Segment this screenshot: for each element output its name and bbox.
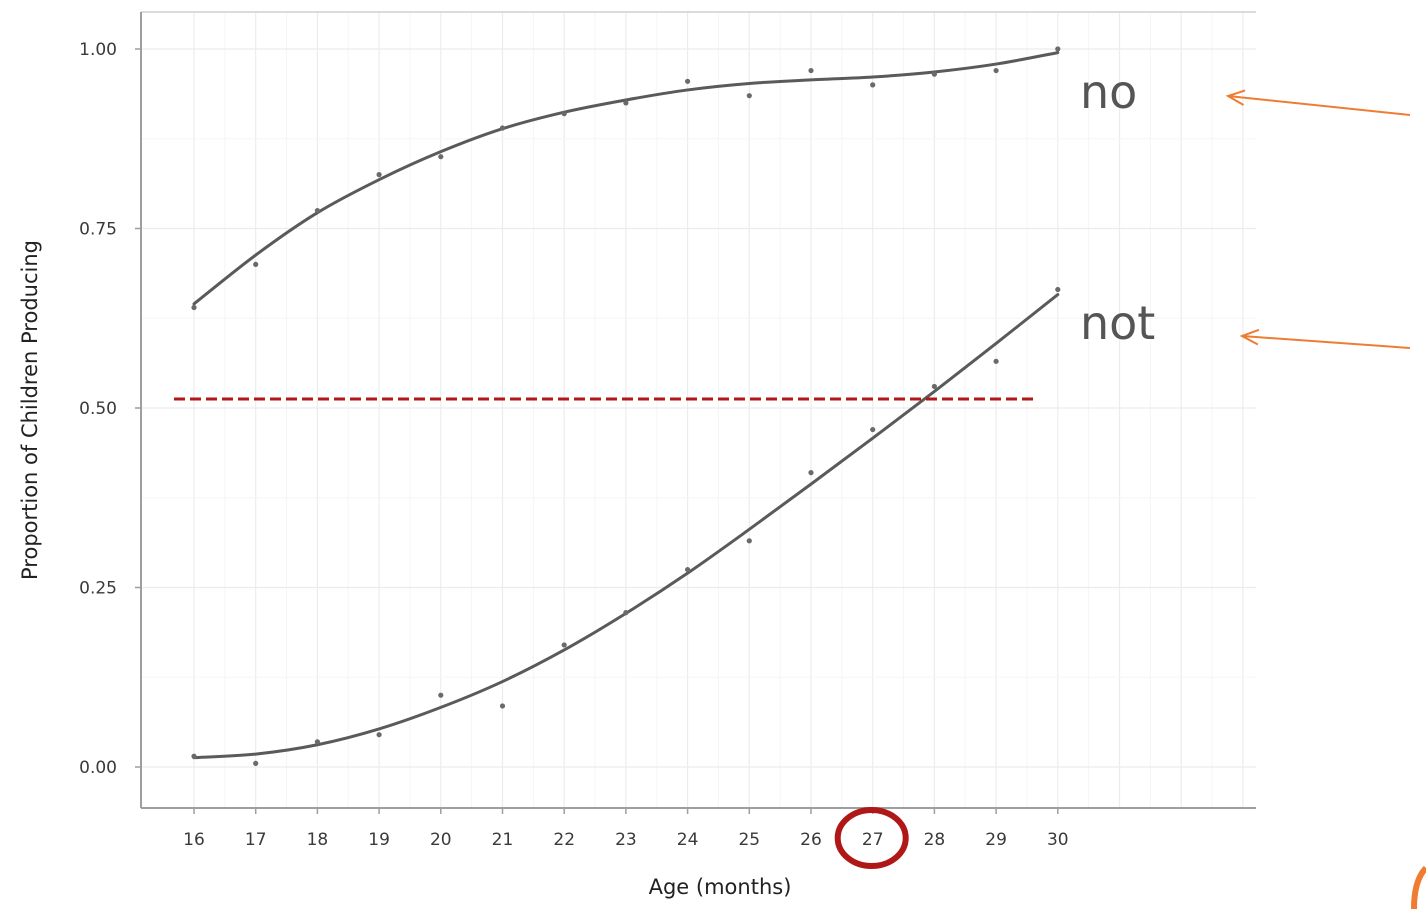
data-point-no [993, 67, 999, 74]
data-point-not [253, 760, 259, 767]
data-point-not [438, 692, 444, 698]
x-tick-label: 17 [245, 830, 267, 850]
data-point-no [561, 111, 567, 117]
data-point-not [314, 739, 320, 745]
series-no [191, 46, 1061, 311]
data-point-not [376, 732, 382, 738]
data-point-no [376, 172, 382, 178]
y-tick-label: 1.00 [79, 40, 117, 60]
x-tick-label: 19 [368, 830, 390, 850]
y-tick-label: 0.50 [79, 399, 117, 419]
arrow-shaft [1227, 95, 1411, 116]
arrow-head [1239, 328, 1260, 346]
x-tick-labels: 16 17 18 19 20 21 22 23 24 25 26 27 28 29 30 [183, 808, 1069, 850]
series-label-not: not [1080, 296, 1155, 350]
x-tick-label: 28 [924, 830, 946, 850]
x-tick-label: 22 [553, 830, 575, 850]
grid-layer [141, 12, 1256, 808]
highlight-circle-27 [834, 807, 909, 869]
data-point-no [499, 125, 506, 131]
data-point-not [931, 383, 938, 390]
y-tick-labels: 0.00 0.25 0.50 0.75 1.00 [79, 40, 141, 778]
data-point-no [191, 304, 197, 311]
data-point-no [870, 82, 876, 88]
series-label-no: no [1080, 65, 1137, 119]
data-point-not [808, 470, 814, 476]
fit-line-no [192, 51, 1060, 306]
data-point-not [870, 426, 876, 433]
data-point-not [499, 703, 506, 709]
data-point-no [931, 71, 938, 77]
fit-line-not [192, 293, 1060, 760]
arrow-to-not [1239, 328, 1411, 349]
x-axis-title: Age (months) [649, 875, 792, 899]
data-point-no [1055, 46, 1061, 52]
data-point-no [438, 154, 444, 160]
data-point-no [314, 207, 320, 214]
x-tick-label: 25 [738, 830, 760, 850]
data-point-not [191, 753, 197, 759]
x-tick-label: 18 [307, 830, 329, 850]
data-point-not [993, 358, 999, 364]
x-tick-label: 21 [492, 830, 514, 850]
data-point-not [623, 610, 629, 616]
data-point-no [685, 78, 691, 84]
x-tick-label: 26 [800, 830, 822, 850]
series-layer [191, 46, 1061, 767]
data-point-not [746, 538, 752, 544]
x-tick-label: 27 [862, 830, 884, 850]
x-tick-label: 30 [1047, 830, 1069, 850]
data-point-no [746, 93, 752, 99]
arrow-to-no [1225, 89, 1411, 116]
y-tick-label: 0.25 [79, 579, 117, 599]
arrow-shaft [1241, 335, 1411, 349]
annotation-layer [174, 89, 1426, 909]
x-tick-label: 23 [615, 830, 637, 850]
data-point-not [561, 642, 567, 648]
data-point-not [685, 566, 691, 573]
data-point-no [623, 100, 629, 106]
data-point-not [1055, 286, 1061, 293]
y-axis-title: Proportion of Children Producing [18, 240, 42, 580]
arrow-head [1225, 89, 1246, 106]
x-tick-label: 16 [183, 830, 205, 850]
data-point-no [253, 261, 259, 267]
corner-decoration [1411, 865, 1426, 909]
series-not [191, 286, 1061, 767]
y-tick-label: 0.00 [79, 758, 117, 778]
y-tick-label: 0.75 [79, 220, 117, 240]
data-point-no [808, 67, 814, 74]
axis-layer [140, 11, 1256, 809]
x-tick-label: 29 [985, 830, 1007, 850]
x-tick-label: 24 [677, 830, 699, 850]
x-tick-label: 20 [430, 830, 452, 850]
